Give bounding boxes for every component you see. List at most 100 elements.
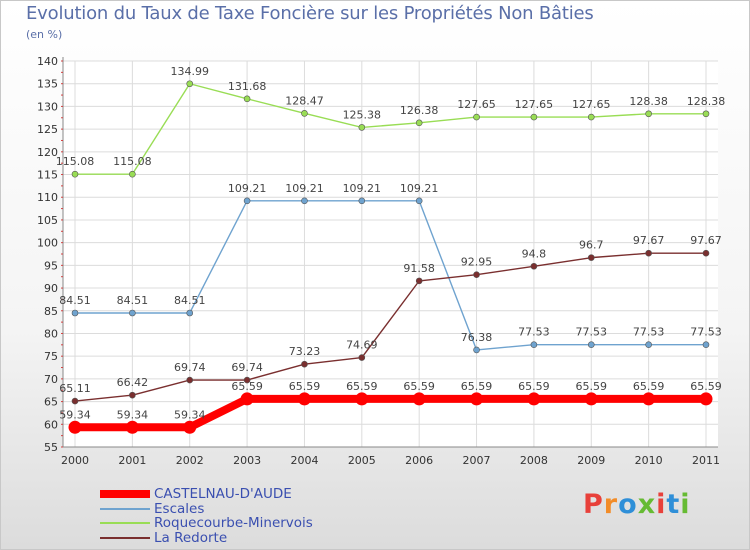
data-point — [358, 354, 366, 361]
data-label: 65.59 — [633, 380, 665, 393]
y-tick-label: 95 — [44, 259, 58, 272]
data-label: 65.59 — [346, 380, 378, 393]
y-tick-label: 60 — [44, 418, 58, 431]
data-point — [71, 397, 79, 405]
data-label: 94.8 — [522, 247, 547, 260]
data-point — [301, 360, 308, 368]
x-tick-label: 2004 — [290, 454, 318, 467]
y-tick-label: 120 — [37, 146, 58, 159]
data-label: 59.34 — [117, 408, 149, 421]
data-point — [584, 392, 598, 406]
data-point — [473, 113, 480, 121]
y-tick-label: 65 — [44, 396, 58, 409]
x-tick-label: 2003 — [233, 454, 261, 467]
series-line — [74, 252, 707, 402]
data-point — [645, 341, 652, 348]
legend-item-la-redorte: La Redorte — [100, 530, 227, 546]
legend-swatch — [100, 522, 150, 524]
data-point — [415, 197, 423, 205]
x-tick-label: 2008 — [520, 454, 548, 467]
legend-label: Escales — [154, 501, 205, 517]
data-point — [125, 420, 139, 434]
data-point — [645, 110, 652, 118]
data-point — [129, 170, 136, 178]
data-label: 65.59 — [576, 380, 608, 393]
y-tick-label: 105 — [37, 214, 58, 227]
legend-swatch — [100, 537, 150, 539]
data-label: 97.67 — [633, 234, 665, 247]
legend-item-roquecourbe: Roquecourbe-Minervois — [100, 515, 313, 531]
plot-area — [63, 61, 718, 447]
legend-swatch — [100, 508, 150, 510]
data-point — [301, 197, 308, 205]
data-point — [358, 197, 366, 205]
logo-letter: i — [680, 489, 691, 520]
data-label: 115.08 — [56, 155, 95, 168]
series-line — [74, 83, 707, 175]
data-label: 91.58 — [403, 262, 435, 275]
data-point — [71, 170, 79, 178]
x-tick-label: 2005 — [348, 454, 376, 467]
data-point — [702, 110, 710, 118]
data-point — [243, 376, 251, 384]
data-point — [68, 420, 82, 434]
data-label: 97.67 — [690, 234, 722, 247]
data-point — [183, 420, 197, 434]
data-label: 73.23 — [289, 345, 321, 358]
data-point — [530, 262, 538, 270]
data-label: 66.42 — [117, 376, 149, 389]
data-point — [527, 392, 541, 406]
data-point — [699, 392, 713, 406]
y-tick-label: 135 — [37, 78, 58, 91]
data-label: 109.21 — [343, 182, 382, 195]
data-label: 69.74 — [231, 361, 263, 374]
data-label: 115.08 — [113, 155, 152, 168]
data-point — [71, 309, 79, 317]
data-label: 77.53 — [518, 326, 550, 339]
legend-item-castelnau: CASTELNAU-D'AUDE — [100, 486, 292, 502]
data-label: 65.59 — [518, 380, 550, 393]
data-label: 131.68 — [228, 80, 267, 93]
data-label: 76.38 — [461, 331, 493, 344]
data-point — [473, 271, 480, 278]
data-label: 128.38 — [687, 95, 726, 108]
data-label: 125.38 — [343, 108, 382, 121]
data-label: 65.11 — [59, 382, 91, 395]
data-label: 65.59 — [690, 380, 722, 393]
x-tick-label: 2006 — [405, 454, 433, 467]
data-point — [587, 341, 595, 348]
data-point — [355, 392, 369, 406]
data-label: 109.21 — [400, 182, 439, 195]
y-tick-label: 130 — [37, 100, 58, 113]
data-label: 77.53 — [690, 326, 722, 339]
data-point — [587, 113, 595, 121]
data-label: 65.59 — [231, 380, 263, 393]
y-tick-label: 85 — [44, 305, 58, 318]
legend-swatch — [100, 490, 150, 498]
logo-letter: x — [637, 489, 657, 520]
data-point — [412, 392, 426, 406]
y-tick-label: 110 — [37, 191, 58, 204]
y-tick-label: 70 — [44, 373, 58, 386]
data-label: 65.59 — [403, 380, 435, 393]
series-line — [74, 200, 707, 351]
legend-label: CASTELNAU-D'AUDE — [154, 486, 292, 502]
data-label: 128.38 — [629, 95, 668, 108]
data-label: 126.38 — [400, 104, 439, 117]
data-label: 109.21 — [285, 182, 324, 195]
data-label: 65.59 — [289, 380, 321, 393]
x-tick-label: 2007 — [463, 454, 491, 467]
data-label: 127.65 — [572, 98, 611, 111]
y-tick-label: 100 — [37, 237, 58, 250]
data-point — [470, 392, 484, 406]
data-point — [702, 249, 710, 257]
x-tick-label: 2000 — [61, 454, 89, 467]
data-label: 69.74 — [174, 361, 206, 374]
data-point — [297, 392, 311, 406]
data-point — [473, 346, 480, 354]
data-label: 92.95 — [461, 256, 493, 269]
y-tick-label: 80 — [44, 327, 58, 340]
data-point — [243, 95, 251, 103]
data-point — [243, 197, 251, 205]
